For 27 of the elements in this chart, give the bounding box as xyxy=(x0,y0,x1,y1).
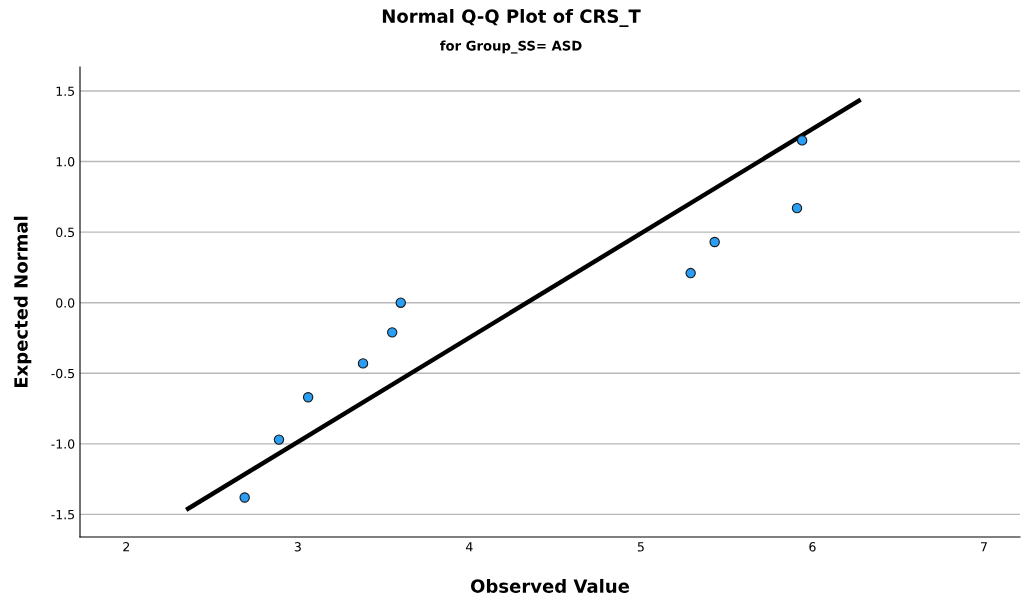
x-axis-title: Observed Value xyxy=(470,578,630,593)
point xyxy=(386,327,398,338)
x-tick-label: 4 xyxy=(466,542,473,552)
point xyxy=(395,297,406,308)
x-tick-label: 7 xyxy=(981,542,987,552)
chart-subtitle: for Group_SS= ASD xyxy=(440,40,582,54)
point xyxy=(302,392,314,403)
y-tick-label: 1.5 xyxy=(56,86,75,96)
y-tick-label: -1.0 xyxy=(51,439,75,449)
point xyxy=(791,202,803,214)
y-tick-label: -1.5 xyxy=(51,510,75,520)
x-tick-label: 3 xyxy=(294,542,301,552)
point xyxy=(239,492,250,503)
y-tick-label: 0.0 xyxy=(56,298,75,308)
point xyxy=(709,236,720,248)
y-tick-label: -0.5 xyxy=(51,368,75,379)
point xyxy=(685,267,696,279)
chart-title: Normal Q-Q Plot of CRS_T xyxy=(382,9,641,27)
point xyxy=(796,135,808,146)
y-axis-title: Expected Normal xyxy=(13,216,32,388)
y-tick-label: 0.5 xyxy=(56,227,75,238)
point xyxy=(273,434,285,445)
x-tick-label: 5 xyxy=(637,542,644,552)
x-tick-label: 6 xyxy=(809,542,816,552)
x-tick-label: 2 xyxy=(123,542,130,552)
y-tick-label: 1.0 xyxy=(56,157,75,167)
point xyxy=(357,358,369,369)
